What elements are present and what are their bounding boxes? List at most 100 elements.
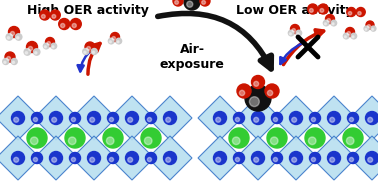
Circle shape — [320, 8, 324, 12]
Circle shape — [72, 23, 76, 28]
Circle shape — [310, 112, 321, 124]
Circle shape — [366, 151, 378, 165]
Circle shape — [34, 52, 37, 54]
Circle shape — [290, 151, 302, 165]
Circle shape — [229, 128, 249, 148]
Polygon shape — [312, 96, 356, 140]
Circle shape — [365, 28, 367, 30]
Circle shape — [45, 38, 54, 47]
Circle shape — [234, 112, 245, 124]
Polygon shape — [0, 136, 40, 180]
Circle shape — [11, 151, 25, 165]
Circle shape — [6, 34, 12, 40]
Circle shape — [50, 10, 60, 20]
Circle shape — [349, 157, 353, 162]
Circle shape — [107, 152, 119, 163]
Circle shape — [292, 157, 297, 162]
Circle shape — [40, 10, 50, 20]
Circle shape — [216, 117, 221, 122]
Circle shape — [265, 84, 279, 98]
Polygon shape — [350, 96, 378, 140]
Circle shape — [31, 112, 42, 124]
Circle shape — [31, 152, 42, 163]
Circle shape — [292, 29, 296, 32]
Circle shape — [51, 43, 57, 49]
Circle shape — [147, 157, 152, 162]
Circle shape — [371, 26, 376, 31]
Circle shape — [345, 27, 355, 36]
Circle shape — [327, 19, 330, 22]
Circle shape — [254, 157, 259, 162]
Polygon shape — [236, 96, 280, 140]
Circle shape — [254, 117, 259, 122]
Circle shape — [347, 112, 358, 124]
Circle shape — [366, 111, 378, 125]
Polygon shape — [312, 136, 356, 180]
Text: Air-
exposure: Air- exposure — [160, 43, 225, 71]
Circle shape — [164, 151, 177, 165]
Circle shape — [52, 157, 57, 162]
Polygon shape — [0, 96, 40, 140]
Circle shape — [358, 12, 361, 15]
Circle shape — [7, 56, 11, 60]
Circle shape — [343, 128, 363, 148]
Circle shape — [232, 137, 240, 145]
Circle shape — [330, 117, 335, 122]
Circle shape — [8, 27, 20, 38]
Circle shape — [327, 151, 341, 165]
Circle shape — [128, 117, 133, 122]
Circle shape — [91, 48, 97, 54]
Circle shape — [47, 42, 50, 45]
Circle shape — [267, 128, 287, 148]
Polygon shape — [350, 136, 378, 180]
Circle shape — [327, 111, 341, 125]
Circle shape — [318, 4, 328, 14]
Circle shape — [24, 49, 31, 55]
Circle shape — [349, 117, 353, 122]
Circle shape — [52, 46, 54, 48]
Polygon shape — [198, 96, 242, 140]
Circle shape — [347, 7, 356, 16]
Circle shape — [11, 59, 17, 65]
Circle shape — [202, 1, 206, 4]
Circle shape — [3, 59, 9, 65]
Circle shape — [323, 20, 329, 26]
Circle shape — [297, 33, 299, 35]
Circle shape — [87, 47, 90, 50]
Circle shape — [59, 19, 70, 30]
Circle shape — [12, 61, 14, 63]
Circle shape — [50, 111, 62, 125]
Circle shape — [331, 20, 337, 26]
Circle shape — [17, 37, 19, 39]
Circle shape — [214, 151, 226, 165]
Circle shape — [70, 112, 81, 124]
Circle shape — [166, 117, 170, 122]
Circle shape — [234, 152, 245, 163]
Circle shape — [30, 137, 38, 145]
Circle shape — [33, 117, 37, 122]
Circle shape — [25, 52, 28, 54]
Circle shape — [324, 23, 327, 25]
Circle shape — [366, 21, 374, 29]
Circle shape — [330, 157, 335, 162]
Circle shape — [43, 43, 49, 49]
Circle shape — [85, 42, 95, 52]
Circle shape — [147, 117, 152, 122]
Circle shape — [144, 137, 152, 145]
Circle shape — [356, 7, 365, 16]
Circle shape — [310, 152, 321, 163]
Polygon shape — [110, 96, 154, 140]
Circle shape — [87, 111, 101, 125]
Circle shape — [112, 36, 115, 40]
Circle shape — [33, 157, 37, 162]
Circle shape — [125, 111, 138, 125]
Circle shape — [92, 51, 94, 53]
Circle shape — [271, 112, 282, 124]
Circle shape — [235, 157, 240, 162]
Circle shape — [237, 84, 251, 98]
Circle shape — [216, 157, 221, 162]
Circle shape — [251, 151, 265, 165]
Circle shape — [235, 117, 240, 122]
Polygon shape — [274, 96, 318, 140]
Circle shape — [343, 33, 349, 39]
